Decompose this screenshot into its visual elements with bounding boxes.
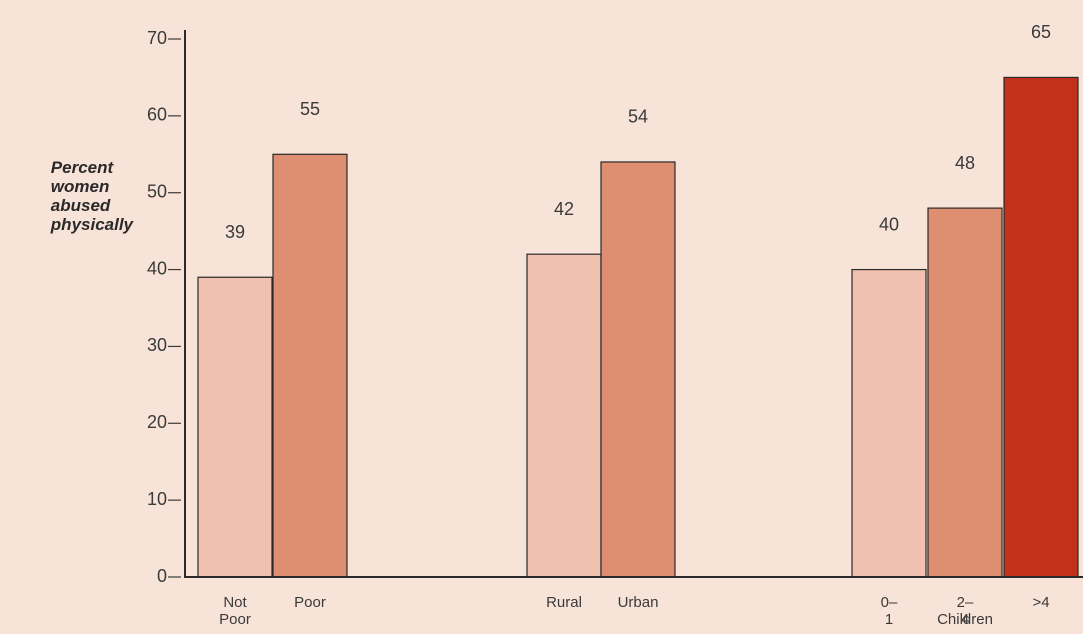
y-tick-label: 10 [147,489,167,509]
value-label: 42 [554,199,574,219]
x-tick-label-text: Not Poor [219,594,251,628]
group-label: Children [918,611,1012,628]
bar [1003,76,1079,578]
bar [272,153,348,578]
x-tick-label: 2–4 [928,594,1002,628]
value-label: 48 [955,153,975,173]
bar [600,161,676,578]
x-tick-label: >4 [1004,594,1078,611]
y-axis-label: Percent women abused physically [50,158,134,234]
y-tick-label: 0 [157,566,167,586]
x-tick-label-text: Urban [617,594,659,611]
x-tick-label-text: 0–1 [880,594,898,628]
bar [851,268,927,578]
value-label: 40 [879,214,899,234]
x-tick-label-text: Rural [546,594,582,611]
y-tick-label: 30 [147,335,167,355]
group-label-text: Children [937,611,993,628]
y-tick-label: 70 [147,28,167,48]
x-tick-label: Rural [527,594,601,611]
x-tick-label-text: 2–4 [956,594,974,628]
bar [526,253,602,578]
value-label: 39 [225,222,245,242]
x-tick-label-text: >4 [1032,594,1050,611]
y-tick-label: 50 [147,181,167,201]
value-label: 54 [628,107,648,127]
y-tick-label: 60 [147,105,167,125]
x-tick-label: Poor [273,594,347,611]
x-tick-label: Not Poor [198,594,272,628]
value-label: 55 [300,99,320,119]
y-tick-label: 40 [147,258,167,278]
x-tick-label-text: Poor [294,594,326,611]
x-tick-label: 0–1 [852,594,926,628]
bar [197,276,273,578]
bar [927,207,1003,578]
y-tick-label: 20 [147,412,167,432]
value-label: 65 [1031,22,1051,42]
x-tick-label: Urban [601,594,675,611]
